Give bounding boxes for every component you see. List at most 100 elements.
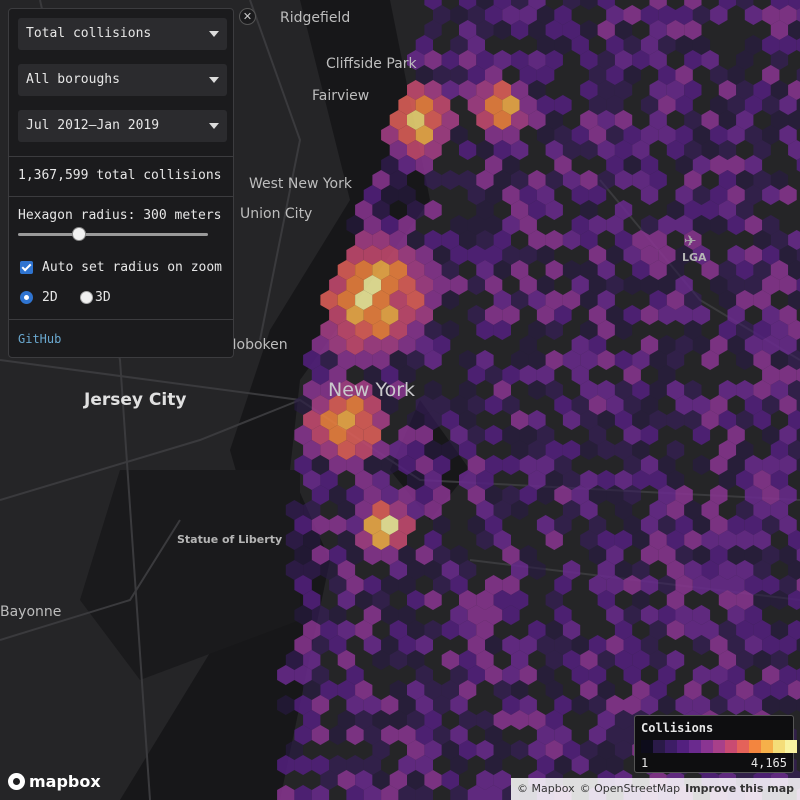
- hexbin-cell[interactable]: [311, 515, 330, 535]
- hexbin-cell[interactable]: [355, 440, 373, 460]
- hexbin-cell[interactable]: [311, 365, 330, 385]
- hexbin-cell[interactable]: [718, 410, 737, 430]
- hexbin-cell[interactable]: [597, 80, 615, 100]
- hexbin-cell[interactable]: [398, 725, 416, 745]
- hexbin-cell[interactable]: [545, 140, 563, 160]
- hexbin-cell[interactable]: [381, 185, 399, 205]
- hexbin-cell[interactable]: [779, 125, 797, 145]
- hexbin-cell[interactable]: [424, 230, 442, 250]
- hexbin-cell[interactable]: [372, 380, 390, 400]
- hexbin-cell[interactable]: [796, 155, 800, 175]
- hexbin-cell[interactable]: [718, 200, 737, 220]
- hexbin-cell[interactable]: [311, 665, 330, 685]
- hexbin-cell[interactable]: [684, 50, 702, 70]
- hexbin-cell[interactable]: [311, 395, 330, 415]
- hexbin-cell[interactable]: [389, 440, 407, 460]
- hexbin-cell[interactable]: [632, 650, 650, 670]
- hexbin-cell[interactable]: [614, 440, 633, 460]
- hexbin-cell[interactable]: [588, 635, 607, 655]
- hexbin-cell[interactable]: [528, 560, 546, 580]
- hexbin-cell[interactable]: [710, 215, 728, 235]
- hexbin-cell[interactable]: [485, 635, 503, 655]
- hexbin-cell[interactable]: [718, 590, 737, 610]
- hexbin-cell[interactable]: [337, 530, 356, 550]
- hexbin-cell[interactable]: [562, 500, 581, 520]
- hexbin-cell[interactable]: [736, 80, 754, 100]
- hexbin-cell[interactable]: [476, 140, 494, 160]
- hexbin-cell[interactable]: [727, 275, 745, 295]
- hexbin-cell[interactable]: [493, 260, 511, 280]
- hexbin-cell[interactable]: [675, 695, 693, 715]
- hexbin-cell[interactable]: [407, 50, 425, 70]
- hexbin-cell[interactable]: [562, 0, 581, 10]
- hexbin-cell[interactable]: [476, 320, 494, 340]
- hexbin-cell[interactable]: [424, 680, 442, 700]
- hexbin-cell[interactable]: [528, 20, 546, 40]
- hexbin-cell[interactable]: [372, 290, 390, 310]
- hexbin-cell[interactable]: [606, 545, 624, 565]
- hexbin-cell[interactable]: [736, 530, 754, 550]
- hexbin-cell[interactable]: [450, 755, 468, 775]
- hexbin-cell[interactable]: [684, 320, 702, 340]
- hexbin-cell[interactable]: [597, 530, 615, 550]
- hexbin-cell[interactable]: [389, 350, 407, 370]
- hexbin-cell[interactable]: [415, 785, 433, 800]
- hexbin-cell[interactable]: [684, 620, 702, 640]
- hexbin-cell[interactable]: [762, 455, 780, 475]
- hexbin-cell[interactable]: [459, 710, 477, 730]
- hexbin-cell[interactable]: [788, 440, 800, 460]
- hexbin-cell[interactable]: [658, 245, 676, 265]
- hexbin-cell[interactable]: [649, 290, 667, 310]
- hexbin-cell[interactable]: [684, 80, 702, 100]
- hexbin-cell[interactable]: [770, 260, 789, 280]
- hexbin-cell[interactable]: [424, 410, 442, 430]
- hexbin-cell[interactable]: [459, 230, 477, 250]
- hexbin-cell[interactable]: [441, 440, 459, 460]
- hexbin-cell[interactable]: [658, 665, 676, 685]
- hexbin-cell[interactable]: [372, 590, 390, 610]
- hexbin-cell[interactable]: [588, 185, 607, 205]
- hexbin-cell[interactable]: [415, 545, 433, 565]
- hexbin-cell[interactable]: [320, 620, 338, 640]
- hexbin-cell[interactable]: [450, 215, 468, 235]
- hexbin-cell[interactable]: [597, 260, 615, 280]
- radius-slider-thumb[interactable]: [71, 227, 86, 241]
- hexbin-cell[interactable]: [355, 320, 373, 340]
- hexbin-cell[interactable]: [303, 440, 321, 460]
- hexbin-cell[interactable]: [519, 95, 537, 115]
- hexbin-cell[interactable]: [762, 575, 780, 595]
- hexbin-cell[interactable]: [744, 125, 763, 145]
- hexbin-cell[interactable]: [441, 560, 459, 580]
- hexbin-cell[interactable]: [511, 650, 529, 670]
- hexbin-cell[interactable]: [398, 785, 416, 800]
- hexbin-cell[interactable]: [329, 335, 347, 355]
- hexbin-cell[interactable]: [753, 680, 771, 700]
- hexbin-cell[interactable]: [606, 155, 624, 175]
- hexbin-cell[interactable]: [407, 260, 425, 280]
- hexbin-cell[interactable]: [718, 0, 737, 10]
- hexbin-cell[interactable]: [796, 275, 800, 295]
- hexbin-cell[interactable]: [666, 560, 685, 580]
- hexbin-cell[interactable]: [294, 455, 312, 475]
- hexbin-cell[interactable]: [762, 275, 780, 295]
- hexbin-cell[interactable]: [684, 230, 702, 250]
- hexbin-cell[interactable]: [485, 305, 503, 325]
- hexbin-cell[interactable]: [389, 650, 407, 670]
- hexbin-cell[interactable]: [372, 740, 390, 760]
- hexbin-cell[interactable]: [381, 785, 399, 800]
- hexbin-cell[interactable]: [528, 620, 546, 640]
- hexbin-cell[interactable]: [692, 545, 711, 565]
- hexbin-cell[interactable]: [744, 155, 763, 175]
- hexbin-cell[interactable]: [398, 605, 416, 625]
- hexbin-cell[interactable]: [649, 620, 667, 640]
- hexbin-cell[interactable]: [381, 725, 399, 745]
- hexbin-cell[interactable]: [511, 170, 529, 190]
- hexbin-cell[interactable]: [666, 260, 685, 280]
- hexbin-cell[interactable]: [666, 650, 685, 670]
- hexbin-cell[interactable]: [779, 635, 797, 655]
- hexbin-cell[interactable]: [398, 185, 416, 205]
- hexbin-cell[interactable]: [684, 680, 702, 700]
- hexbin-cell[interactable]: [710, 275, 728, 295]
- hexbin-cell[interactable]: [701, 110, 719, 130]
- hexbin-cell[interactable]: [701, 530, 719, 550]
